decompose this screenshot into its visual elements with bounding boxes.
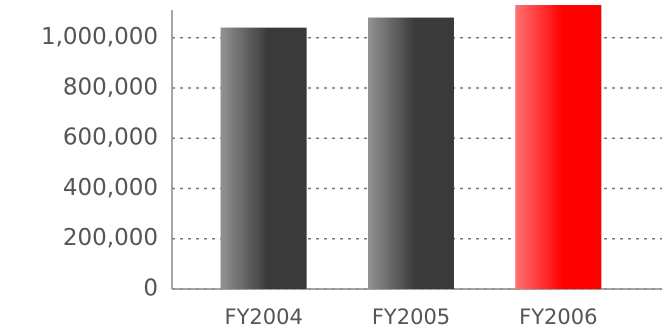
- x-tick-label: FY2005: [372, 305, 450, 329]
- y-tick-label: 400,000: [63, 175, 158, 201]
- y-tick-label: 200,000: [63, 225, 158, 251]
- y-tick-label: 800,000: [63, 74, 158, 100]
- x-tick-label: FY2006: [519, 305, 597, 329]
- y-tick-label: 0: [143, 276, 158, 302]
- bar-shine: [220, 27, 307, 289]
- bar-shine: [515, 5, 602, 289]
- x-tick-label: FY2004: [224, 305, 302, 329]
- y-tick-label: 600,000: [63, 125, 158, 151]
- y-tick-label: 1,000,000: [41, 24, 158, 50]
- bar-shine: [368, 17, 454, 289]
